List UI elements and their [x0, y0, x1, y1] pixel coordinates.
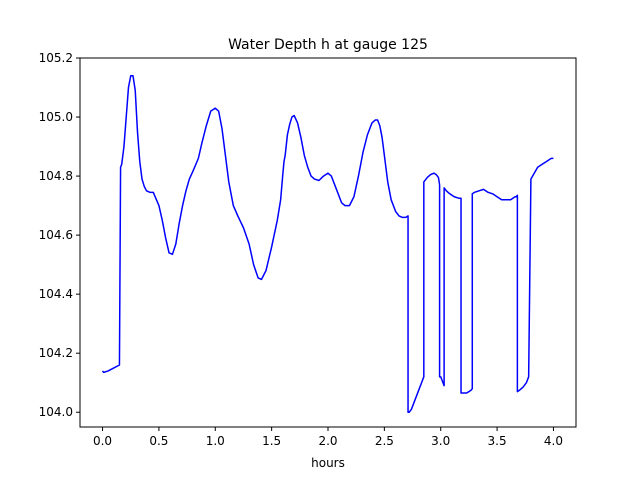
chart-title: Water Depth h at gauge 125: [228, 37, 428, 53]
x-tick-label: 0.0: [93, 434, 112, 448]
x-tick-label: 3.5: [488, 434, 507, 448]
y-axis: 104.0 104.2 104.4 104.6 104.8 105.0 105.2: [39, 51, 80, 419]
x-tick-label: 1.0: [206, 434, 225, 448]
x-tick-label: 2.0: [318, 434, 337, 448]
x-axis-label: hours: [311, 456, 345, 470]
x-axis: 0.0 0.5 1.0 1.5 2.0 2.5 3.0 3.5 4.0: [93, 427, 563, 448]
y-tick-label: 105.0: [39, 110, 73, 124]
plot-frame: [79, 57, 577, 428]
x-tick-label: 3.0: [431, 434, 450, 448]
x-tick-label: 4.0: [544, 434, 563, 448]
plot-area: [101, 74, 554, 413]
y-tick-label: 104.8: [39, 169, 73, 183]
y-tick-label: 105.2: [39, 51, 73, 65]
y-tick-label: 104.4: [39, 287, 73, 301]
series-line: [101, 74, 554, 413]
y-tick-label: 104.0: [39, 405, 73, 419]
y-tick-label: 104.2: [39, 346, 73, 360]
y-tick-label: 104.6: [39, 228, 73, 242]
x-tick-label: 1.5: [262, 434, 281, 448]
x-tick-label: 0.5: [149, 434, 168, 448]
x-tick-label: 2.5: [375, 434, 394, 448]
